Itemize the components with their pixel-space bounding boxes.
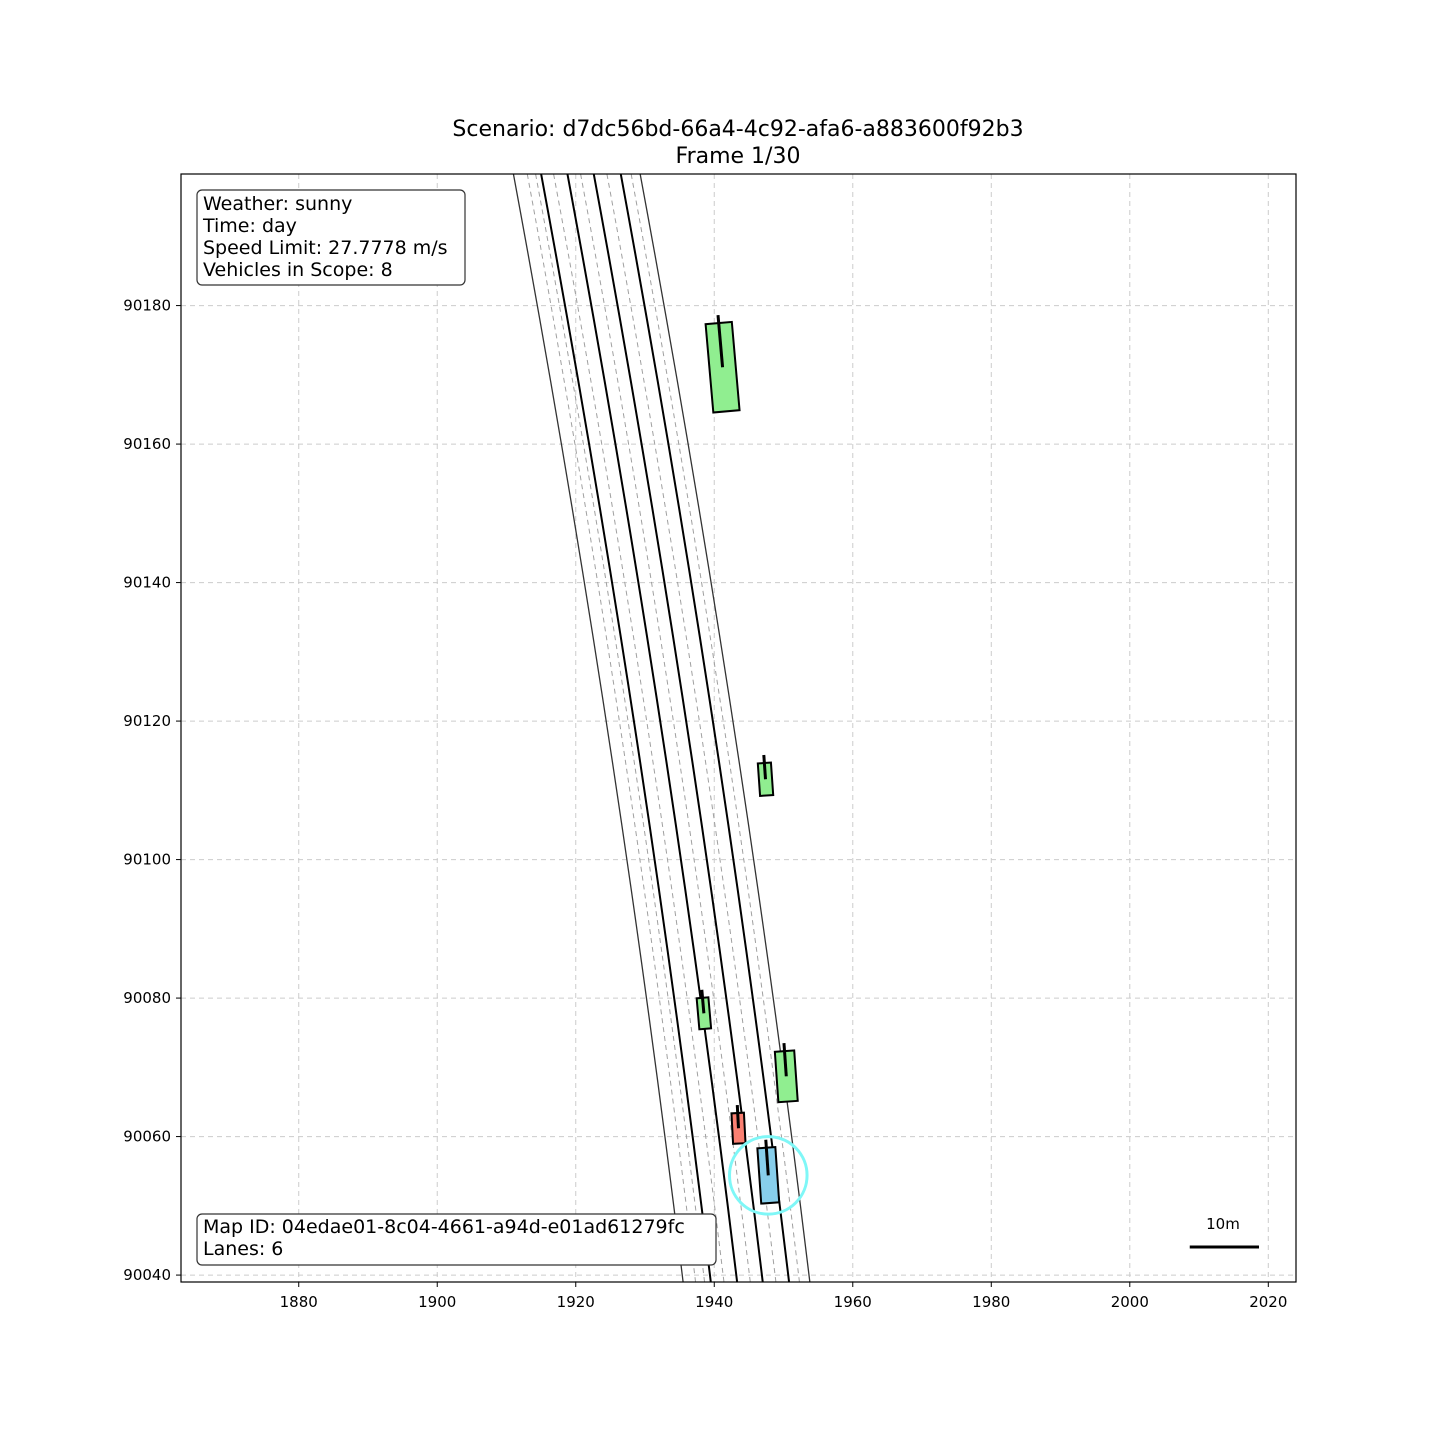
vehicle-heading-arrow [764,1139,770,1176]
y-tick-label: 90180 [123,297,171,315]
x-tick-label: 1900 [418,1293,456,1311]
figure-title: Scenario: d7dc56bd-66a4-4c92-afa6-a88360… [452,117,1023,142]
y-tick-label: 90120 [123,712,171,730]
time-text: Time: day [202,215,297,237]
lane-line-dashed [535,174,706,1282]
map-info-box-frame [196,1213,717,1266]
lanes-count-text: Lanes: 6 [203,1238,283,1260]
weather-text: Weather: sunny [203,193,352,215]
vehicle-heading-arrow [700,989,706,1014]
lane-line-solid [566,174,739,1282]
ego-vehicle [756,1139,781,1205]
scale-bar: 10m [1189,1215,1259,1249]
info-box: Weather: sunny Time: day Speed Limit: 27… [196,189,466,286]
lane-lines [512,174,811,1282]
y-tick-label: 90060 [123,1128,171,1146]
lane-line-solid [619,174,791,1282]
y-tick-label: 90040 [123,1266,171,1284]
lane-line-dashed [526,174,697,1282]
vehicle-heading-arrow [716,314,725,368]
x-tick-label: 1920 [557,1293,595,1311]
other-vehicle [756,754,775,798]
x-tick-label: 1940 [695,1293,733,1311]
target-vehicle [730,1104,747,1145]
lane-line-solid [540,174,712,1282]
vehicle-heading-arrow [735,1104,740,1129]
info-box-frame [196,189,466,286]
lane-line-dashed [606,174,777,1282]
x-tick-label: 1980 [972,1293,1010,1311]
scale-bar-label: 10m [1206,1215,1240,1233]
vehicles-in-scope-text: Vehicles in Scope: 8 [203,259,393,281]
vehicle-heading-arrow [762,754,768,780]
lane-line-solid [512,174,684,1282]
vehicle-heading-arrow [782,1043,788,1077]
y-tick-label: 90080 [123,989,171,1007]
map-info-box: Map ID: 04edae01-8c04-4661-a94d-e01ad612… [196,1213,717,1266]
figure-subtitle: Frame 1/30 [676,144,801,169]
lane-line-dashed [580,174,751,1282]
map-id-text: Map ID: 04edae01-8c04-4661-a94d-e01ad612… [203,1216,685,1238]
lane-line-dashed [630,174,800,1282]
other-vehicle [695,989,713,1031]
y-tick-label: 90100 [123,851,171,869]
speed-limit-text: Speed Limit: 27.7778 m/s [203,237,448,259]
axis-ticks: 1880 1900 1920 1940 1960 1980 2000 2020 90040 900… [123,297,1287,1311]
y-tick-label: 90160 [123,435,171,453]
plot-frame [180,173,1297,1283]
x-tick-label: 1880 [280,1293,318,1311]
other-vehicle [704,314,741,414]
vehicles [695,314,809,1216]
x-tick-label: 2020 [1249,1293,1287,1311]
lane-line-solid [639,174,811,1282]
other-vehicle [773,1043,799,1104]
lane-line-dashed [553,174,725,1282]
x-tick-label: 1960 [834,1293,872,1311]
y-tick-label: 90140 [123,574,171,592]
x-tick-label: 2000 [1111,1293,1149,1311]
ego-highlight-circle [727,1135,809,1216]
